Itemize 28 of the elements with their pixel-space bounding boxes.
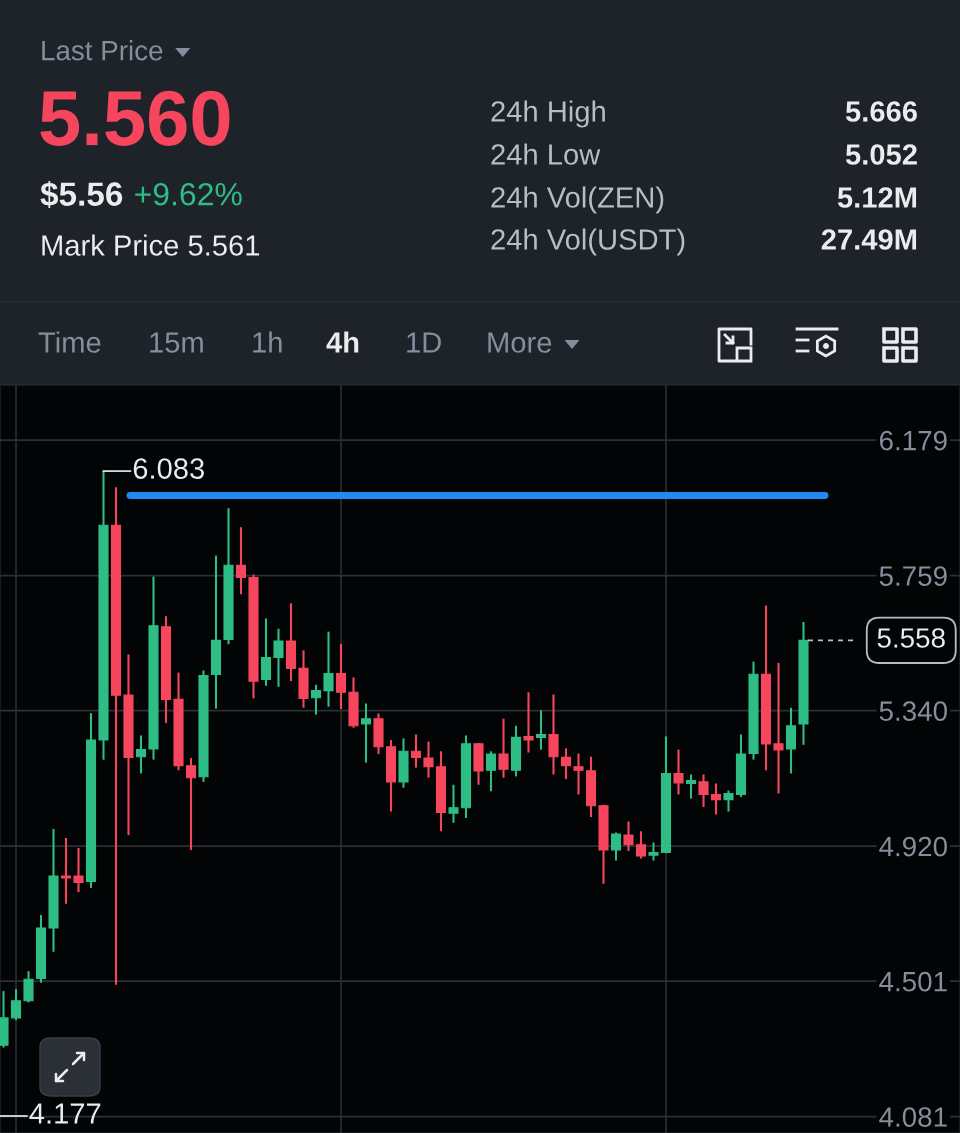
text: 5.12M [837, 187, 917, 208]
y-tick-label: 4.501 [879, 971, 947, 992]
text: Last Price [42, 40, 163, 61]
y-tick-label: 6.179 [879, 430, 947, 451]
y-tick-label: 4.081 [879, 1107, 947, 1127]
text: 1D [407, 332, 441, 353]
annotation: 4.177 [29, 1103, 101, 1124]
text: 1h [253, 331, 282, 353]
y-tick-label: 4.920 [879, 836, 947, 857]
text: +9.62% [135, 182, 242, 206]
text: 24h Low [491, 143, 601, 165]
text: 24h Vol(USDT) [491, 228, 685, 256]
text: 24h Vol(ZEN) [491, 186, 664, 214]
text: $5.56 [40, 180, 123, 209]
text: 27.49M [821, 229, 917, 250]
text: 15m [150, 332, 203, 353]
text: 5.666 [845, 101, 917, 122]
y-tick-label: 5.340 [879, 701, 947, 721]
text: More [488, 332, 552, 353]
ref-line-label: 5.558 [877, 628, 945, 648]
text: Mark Price 5.561 [42, 234, 260, 256]
text: 5.560 [40, 90, 230, 146]
text: 5.052 [845, 144, 917, 165]
text: 4h [326, 331, 359, 353]
text: Time [38, 331, 101, 353]
annotation: 6.083 [133, 458, 204, 479]
text: 24h High [491, 100, 605, 128]
y-tick-label: 5.759 [879, 566, 947, 586]
